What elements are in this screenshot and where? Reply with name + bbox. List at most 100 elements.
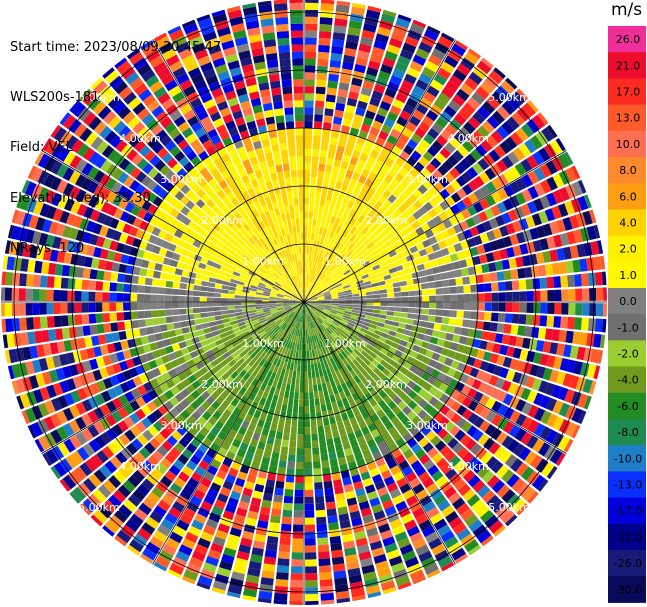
range-gate [415, 242, 425, 251]
range-gate [386, 134, 398, 145]
range-gate [184, 531, 199, 544]
range-gate [107, 204, 118, 217]
range-gate [210, 325, 218, 332]
range-gate [333, 319, 341, 325]
range-gate [293, 398, 299, 407]
range-gate [347, 567, 361, 577]
range-gate [258, 366, 266, 375]
range-gate [263, 243, 270, 252]
range-gate [342, 477, 352, 486]
range-gate [144, 150, 156, 162]
range-gate [393, 287, 401, 293]
range-gate [238, 426, 247, 436]
range-gate [286, 309, 293, 315]
range-gate [515, 127, 529, 142]
range-gate [411, 178, 422, 189]
range-gate [263, 421, 272, 430]
range-gate [336, 271, 344, 278]
range-gate [220, 298, 228, 302]
range-gate [366, 344, 374, 351]
range-gate [433, 98, 447, 110]
range-gate [527, 404, 539, 418]
range-gate [260, 213, 267, 222]
range-gate [282, 432, 290, 441]
range-gate [478, 211, 489, 222]
range-gate [313, 277, 318, 284]
range-gate [405, 97, 418, 109]
range-gate [310, 300, 318, 302]
range-gate [437, 555, 453, 569]
range-gate [253, 454, 262, 464]
range-gate [125, 519, 140, 533]
range-gate [76, 203, 88, 217]
range-gate [415, 144, 426, 156]
range-gate [210, 359, 220, 368]
range-gate [460, 533, 475, 547]
range-gate [255, 380, 263, 389]
range-gate [318, 551, 330, 560]
range-gate [340, 68, 353, 78]
range-gate [400, 416, 411, 426]
range-gate [314, 310, 321, 316]
range-gate [120, 254, 129, 264]
range-gate [349, 317, 357, 322]
range-gate [329, 350, 336, 358]
range-gate [538, 380, 549, 394]
range-gate [406, 279, 414, 286]
range-gate [19, 317, 27, 331]
range-gate [93, 421, 105, 434]
range-gate [373, 294, 381, 299]
range-gate [406, 356, 416, 365]
range-gate [298, 322, 301, 330]
range-gate [378, 223, 387, 232]
range-gate [339, 131, 349, 141]
range-gate [210, 272, 218, 279]
range-gate [343, 540, 356, 550]
range-gate [497, 417, 509, 431]
range-gate [277, 319, 284, 326]
range-gate [333, 436, 342, 445]
range-gate [484, 208, 495, 220]
range-gate [304, 114, 314, 122]
range-gate [481, 470, 495, 484]
range-gate [449, 118, 462, 131]
range-gate [158, 317, 167, 325]
range-gate [243, 282, 251, 288]
range-gate [357, 100, 368, 110]
range-gate [201, 358, 211, 366]
range-gate [506, 116, 520, 131]
range-gate [77, 337, 86, 349]
range-gate [252, 209, 260, 218]
range-gate [323, 417, 330, 426]
range-gate [323, 292, 331, 296]
range-gate [318, 281, 324, 288]
range-gate [249, 503, 260, 513]
range-gate [512, 220, 523, 233]
range-gate [449, 167, 461, 179]
range-gate [285, 383, 291, 392]
range-gate [491, 90, 505, 105]
range-gate [60, 277, 69, 289]
range-gate [251, 378, 259, 387]
range-gate [202, 411, 212, 421]
range-gate [448, 74, 463, 88]
range-gate [117, 106, 131, 120]
range-gate [304, 204, 309, 212]
range-gate [304, 364, 308, 372]
range-gate [215, 278, 224, 285]
range-gate [111, 410, 123, 423]
range-gate [330, 310, 338, 315]
range-gate [295, 282, 299, 290]
range-gate [278, 417, 285, 426]
range-gate [555, 452, 566, 466]
range-gate [182, 144, 193, 156]
range-gate [206, 386, 216, 396]
range-gate [375, 272, 384, 279]
range-gate [323, 293, 331, 297]
range-gate [234, 212, 243, 221]
range-gate [351, 517, 363, 527]
range-gate [332, 265, 339, 273]
range-gate [72, 241, 82, 254]
range-gate [334, 378, 341, 387]
range-gate [387, 302, 395, 307]
